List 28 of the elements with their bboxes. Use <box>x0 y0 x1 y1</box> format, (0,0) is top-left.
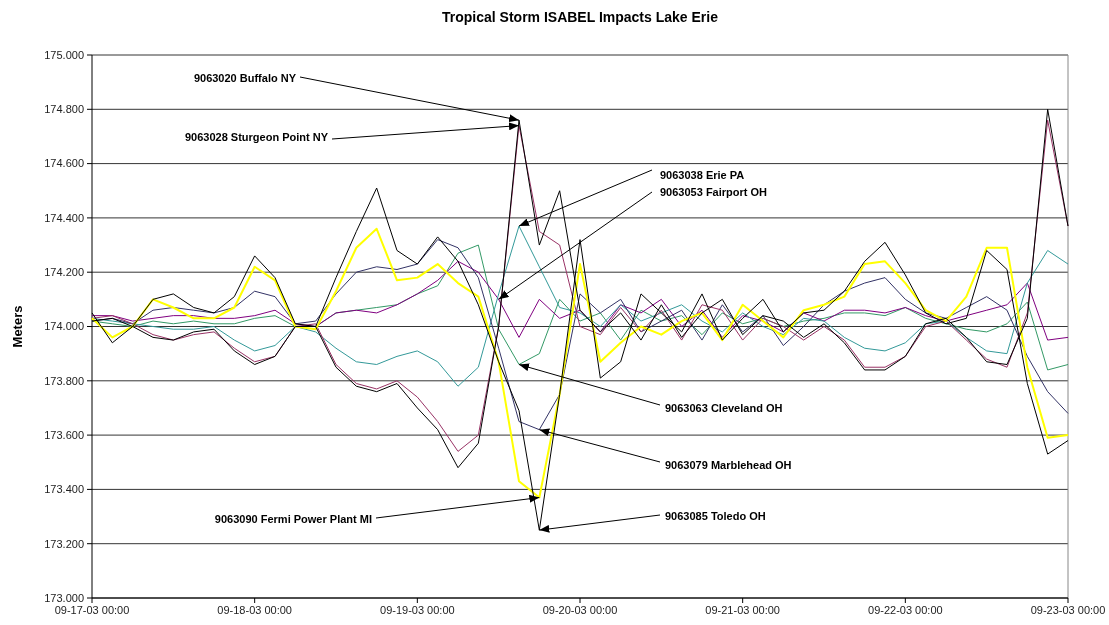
x-tick-label: 09-20-03 00:00 <box>542 604 618 616</box>
chart-title: Tropical Storm ISABEL Impacts Lake Erie <box>442 9 719 25</box>
y-tick-label: 174.800 <box>44 103 84 116</box>
y-tick-label: 174.600 <box>44 157 84 170</box>
x-tick-label: 09-18-03 00:00 <box>217 604 292 616</box>
x-tick-label: 09-17-03 00:00 <box>54 604 130 616</box>
annotation: 9063020 Buffalo NY <box>193 72 297 84</box>
y-tick-label: 174.000 <box>44 320 84 333</box>
y-tick-label: 174.400 <box>44 211 84 224</box>
annotation: 9063063 Cleveland OH <box>665 402 783 414</box>
y-tick-label: 174.200 <box>44 266 84 279</box>
annotation: 9063090 Fermi Power Plant MI <box>214 513 372 525</box>
annotation: 9063085 Toledo OH <box>665 510 766 522</box>
x-tick-label: 09-19-03 00:00 <box>380 604 455 616</box>
y-axis-title: Meters <box>10 305 25 348</box>
annotation: 9063079 Marblehead OH <box>665 459 792 471</box>
annotation: 9063053 Fairport OH <box>660 186 768 198</box>
x-tick-label: 09-23-03 00:00 <box>1030 604 1106 616</box>
y-tick-label: 173.800 <box>44 374 84 387</box>
y-tick-label: 173.600 <box>44 428 84 441</box>
y-tick-label: 173.400 <box>44 483 84 496</box>
annotation: 9063028 Sturgeon Point NY <box>184 131 329 143</box>
annotation: 9063038 Erie PA <box>660 169 745 181</box>
x-tick-label: 09-22-03 00:00 <box>868 604 943 616</box>
y-tick-label: 173.200 <box>44 537 84 550</box>
x-tick-label: 09-21-03 00:00 <box>705 604 780 616</box>
y-tick-label: 175.000 <box>44 48 84 61</box>
y-tick-label: 173.000 <box>44 591 84 604</box>
